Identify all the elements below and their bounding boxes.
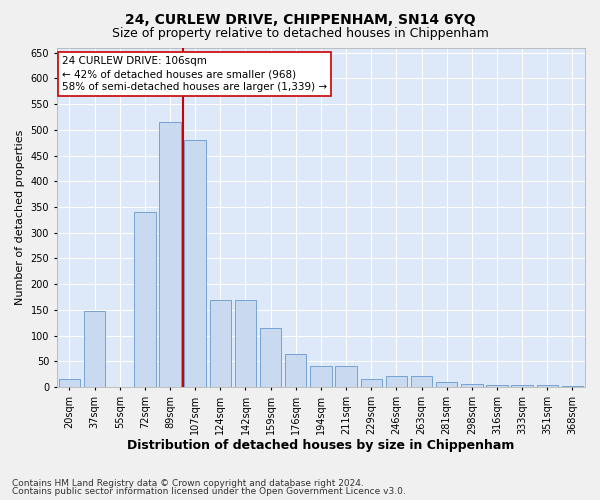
Bar [562, 386, 583, 387]
Bar [160, 122, 181, 387]
Bar [436, 382, 457, 387]
Bar [461, 384, 482, 387]
Bar [235, 300, 256, 387]
Y-axis label: Number of detached properties: Number of detached properties [15, 130, 25, 305]
Bar [310, 366, 332, 387]
Text: 24 CURLEW DRIVE: 106sqm
← 42% of detached houses are smaller (968)
58% of semi-d: 24 CURLEW DRIVE: 106sqm ← 42% of detache… [62, 56, 327, 92]
Bar [285, 354, 307, 387]
Bar [184, 140, 206, 387]
Bar [59, 379, 80, 387]
Bar [84, 311, 105, 387]
Bar [134, 212, 155, 387]
Bar [209, 300, 231, 387]
Bar [386, 376, 407, 387]
Bar [335, 366, 357, 387]
Text: Contains public sector information licensed under the Open Government Licence v3: Contains public sector information licen… [12, 487, 406, 496]
Bar [511, 386, 533, 387]
Text: Size of property relative to detached houses in Chippenham: Size of property relative to detached ho… [112, 28, 488, 40]
X-axis label: Distribution of detached houses by size in Chippenham: Distribution of detached houses by size … [127, 440, 515, 452]
Bar [260, 328, 281, 387]
Bar [486, 386, 508, 387]
Text: 24, CURLEW DRIVE, CHIPPENHAM, SN14 6YQ: 24, CURLEW DRIVE, CHIPPENHAM, SN14 6YQ [125, 12, 475, 26]
Text: Contains HM Land Registry data © Crown copyright and database right 2024.: Contains HM Land Registry data © Crown c… [12, 478, 364, 488]
Bar [411, 376, 432, 387]
Bar [536, 386, 558, 387]
Bar [361, 379, 382, 387]
